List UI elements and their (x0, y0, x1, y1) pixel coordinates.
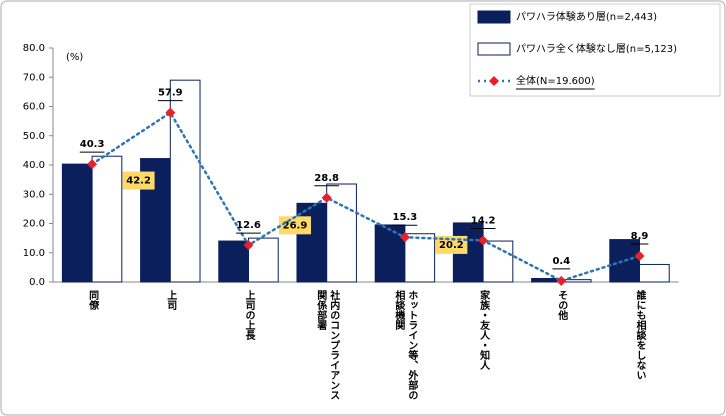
x-tick-label: その他 (555, 290, 567, 320)
legend-swatch (477, 10, 511, 24)
marker (87, 159, 98, 170)
value-label: 28.8 (314, 173, 339, 184)
bar (639, 263, 670, 283)
x-tick-label: 誰にも相談をしない (634, 290, 645, 380)
x-tick-label: 上司の上長 (243, 290, 254, 340)
y-tick-label: 30.0 (23, 189, 45, 200)
value-label: 8.9 (631, 231, 649, 242)
y-tick-label: 40.0 (23, 160, 45, 171)
y-tick-label: 60.0 (23, 102, 45, 113)
legend-swatch (477, 42, 511, 56)
marker (634, 250, 645, 261)
bar (61, 163, 93, 283)
value-label: 12.6 (236, 220, 261, 231)
legend-label: パワハラ全く体験なし層(n=5,123) (516, 42, 677, 55)
y-tick-label: 80.0 (23, 43, 45, 54)
value-label-box (278, 216, 311, 235)
legend-label: パワハラ体験あり層(n=2,443) (516, 10, 657, 23)
bar (91, 155, 123, 283)
marker (165, 107, 176, 118)
x-tick-label: 社内のコンプライアンス関係部署 (314, 290, 339, 400)
y-tick-label: 70.0 (23, 72, 45, 83)
marker (243, 240, 254, 251)
bar (296, 202, 328, 283)
x-tick-label: 上司 (164, 290, 176, 310)
bar (326, 183, 357, 283)
line (90, 110, 641, 283)
y-tick-label: 0.0 (29, 277, 45, 288)
value-label: 14.2 (471, 215, 496, 226)
bar (374, 224, 406, 283)
marker (556, 275, 567, 286)
legend-marker (489, 76, 499, 86)
y-tick-label: 10.0 (23, 248, 45, 259)
x-tick-label: ホットライン等、外部の相談機関 (392, 290, 417, 400)
bar (248, 237, 279, 283)
x-tick-label: 同僚 (86, 290, 98, 310)
legend-label: 全体(N=19.600) (516, 74, 595, 87)
marker (399, 232, 410, 243)
bar (169, 79, 201, 283)
value-label: 42.2 (126, 176, 151, 187)
value-label: 15.3 (393, 212, 418, 223)
value-label: 26.9 (283, 220, 308, 231)
value-label: 0.4 (552, 256, 570, 267)
bar (218, 240, 249, 283)
value-label: 20.2 (439, 240, 464, 251)
marker (321, 192, 332, 203)
marker (478, 235, 489, 246)
x-tick-label: 家族・友人・知人 (477, 290, 489, 370)
bar (404, 233, 436, 283)
unit-label: (%) (66, 52, 83, 63)
y-tick-label: 20.0 (23, 219, 45, 230)
value-label: 40.3 (80, 139, 105, 150)
value-label-box (122, 171, 155, 190)
y-tick-label: 50.0 (23, 131, 45, 142)
value-label: 57.9 (158, 88, 183, 99)
legend-box (469, 3, 721, 97)
